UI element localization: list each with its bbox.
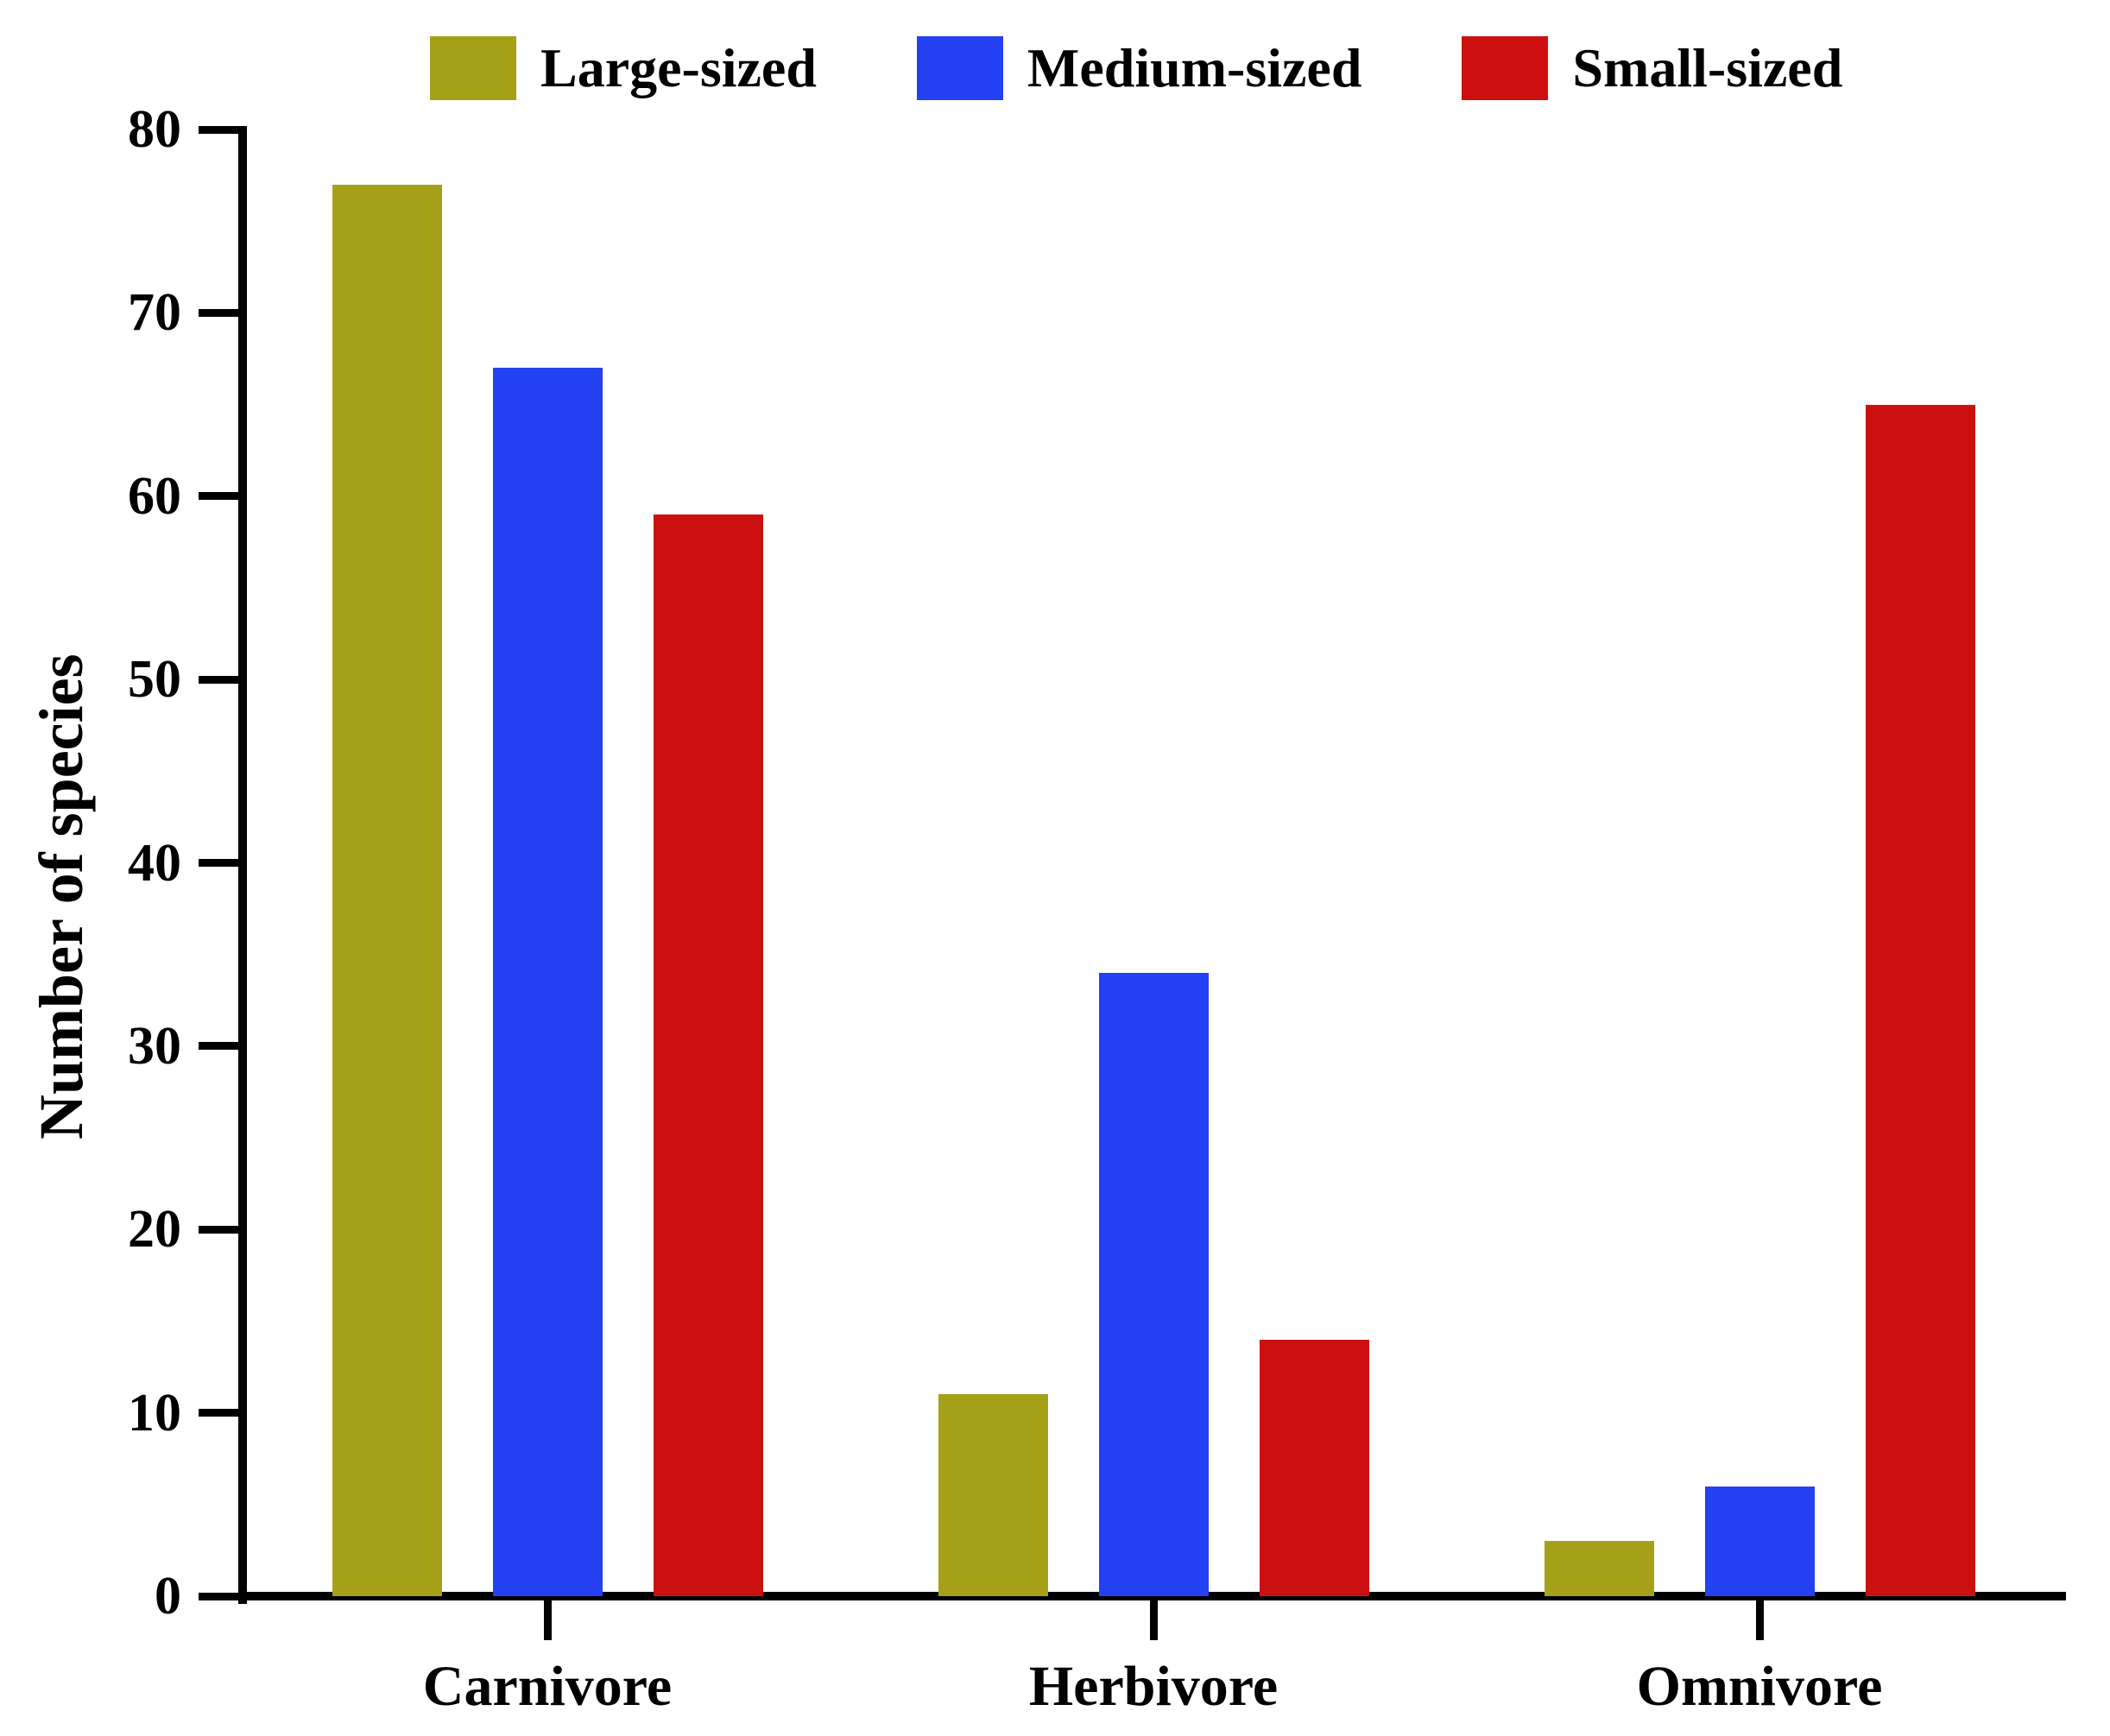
- x-category-label-herbivore: Herbivore: [1028, 1655, 1279, 1718]
- bar-omnivore-large-sized: [1544, 1541, 1654, 1596]
- legend-label-large-sized: Large-sized: [540, 37, 817, 98]
- x-axis-tick-carnivore: [543, 1600, 552, 1640]
- y-tick-label-20: 20: [128, 1200, 181, 1259]
- y-axis-tick-0: [199, 1592, 238, 1600]
- legend-swatch-medium-sized-icon: [916, 36, 1003, 100]
- legend-entry-small-sized: Small-sized: [1462, 36, 1842, 100]
- legend-swatch-large-sized-icon: [430, 36, 516, 100]
- y-tick-label-60: 60: [128, 466, 181, 526]
- legend-label-medium-sized: Medium-sized: [1027, 37, 1362, 98]
- y-axis-line: [238, 126, 247, 1604]
- y-tick-label-70: 70: [128, 283, 181, 343]
- legend: Large-sized Medium-sized Small-sized: [430, 36, 1842, 100]
- bar-omnivore-medium-sized: [1704, 1486, 1815, 1596]
- x-category-label-omnivore: Omnivore: [1636, 1655, 1883, 1718]
- y-tick-label-10: 10: [128, 1383, 181, 1442]
- x-axis-line: [238, 1592, 2066, 1600]
- bar-herbivore-large-sized: [938, 1394, 1048, 1596]
- legend-entry-large-sized: Large-sized: [430, 36, 817, 100]
- y-axis-tick-40: [199, 859, 238, 867]
- legend-swatch-small-sized-icon: [1462, 36, 1549, 100]
- y-tick-label-80: 80: [128, 100, 181, 159]
- bar-carnivore-large-sized: [332, 184, 442, 1596]
- bar-carnivore-small-sized: [653, 514, 763, 1596]
- y-axis-tick-50: [199, 675, 238, 684]
- y-tick-label-30: 30: [128, 1016, 181, 1076]
- y-axis-tick-20: [199, 1225, 238, 1234]
- y-axis-tick-80: [199, 125, 238, 134]
- bar-herbivore-medium-sized: [1098, 972, 1209, 1596]
- bar-omnivore-small-sized: [1865, 404, 1975, 1596]
- x-axis-tick-omnivore: [1755, 1600, 1764, 1640]
- x-category-label-carnivore: Carnivore: [422, 1655, 673, 1718]
- bar-carnivore-medium-sized: [492, 368, 603, 1596]
- x-axis-tick-herbivore: [1149, 1600, 1158, 1640]
- y-axis-tick-10: [199, 1409, 238, 1417]
- y-tick-label-50: 50: [128, 650, 181, 710]
- y-axis-tick-60: [199, 492, 238, 501]
- y-tick-label-0: 0: [155, 1567, 181, 1626]
- legend-entry-medium-sized: Medium-sized: [916, 36, 1362, 100]
- y-tick-label-40: 40: [128, 833, 181, 893]
- bar-herbivore-small-sized: [1259, 1339, 1369, 1596]
- y-axis-tick-70: [199, 308, 238, 317]
- y-axis-tick-30: [199, 1042, 238, 1051]
- legend-label-small-sized: Small-sized: [1572, 37, 1843, 98]
